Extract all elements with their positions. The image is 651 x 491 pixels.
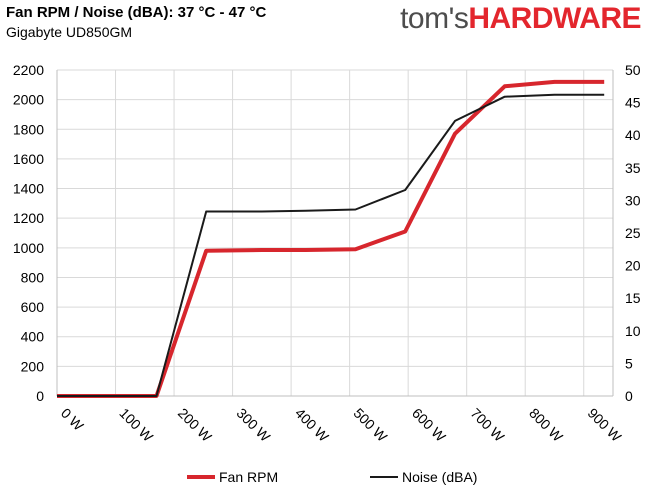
y-right-tick-label: 30 bbox=[625, 192, 641, 208]
y-right-tick-label: 5 bbox=[625, 355, 633, 371]
x-tick-label: 500 W bbox=[351, 405, 391, 445]
y-left-tick-label: 2000 bbox=[13, 92, 44, 108]
y-right-tick-label: 45 bbox=[625, 95, 641, 111]
x-tick-label: 300 W bbox=[233, 405, 273, 445]
legend-label: Noise (dBA) bbox=[402, 469, 477, 485]
x-tick-label: 200 W bbox=[175, 405, 215, 445]
y-right-tick-label: 50 bbox=[625, 62, 641, 78]
x-tick-label: 900 W bbox=[585, 405, 625, 445]
y-left-tick-label: 2200 bbox=[13, 62, 44, 78]
x-tick-label: 700 W bbox=[468, 405, 508, 445]
chart-subtitle: Gigabyte UD850GM bbox=[6, 24, 133, 40]
x-tick-label: 100 W bbox=[116, 405, 156, 445]
y-left-tick-label: 1800 bbox=[13, 121, 44, 137]
y-left-tick-label: 400 bbox=[21, 329, 45, 345]
x-tick-label: 800 W bbox=[526, 405, 566, 445]
noise-line bbox=[57, 93, 605, 397]
y-left-tick-label: 200 bbox=[21, 358, 45, 374]
y-right-tick-label: 35 bbox=[625, 160, 641, 176]
y-left-tick-label: 1200 bbox=[13, 210, 44, 226]
chart-title: Fan RPM / Noise (dBA): 37 °C - 47 °C bbox=[6, 4, 267, 21]
y-left-tick-label: 1400 bbox=[13, 181, 44, 197]
y-right-tick-label: 20 bbox=[625, 258, 641, 274]
x-tick-label: 600 W bbox=[409, 405, 449, 445]
y-left-tick-label: 0 bbox=[36, 388, 44, 404]
y-left-tick-label: 1600 bbox=[13, 151, 44, 167]
y-right-tick-label: 0 bbox=[625, 388, 633, 404]
y-right-tick-label: 40 bbox=[625, 127, 641, 143]
brand-logo-right: HARDWARE bbox=[468, 2, 641, 35]
x-tick-label: 0 W bbox=[58, 405, 87, 434]
y-left-tick-label: 600 bbox=[21, 299, 45, 315]
x-tick-label: 400 W bbox=[292, 405, 332, 445]
y-right-tick-label: 15 bbox=[625, 290, 641, 306]
y-left-tick-label: 1000 bbox=[13, 240, 44, 256]
brand-logo: tom'sHARDWARE bbox=[400, 2, 641, 36]
brand-logo-left: tom's bbox=[400, 2, 469, 35]
y-left-tick-label: 800 bbox=[21, 269, 45, 285]
y-right-tick-label: 10 bbox=[625, 323, 641, 339]
y-right-tick-label: 25 bbox=[625, 225, 641, 241]
legend-label: Fan RPM bbox=[219, 469, 278, 485]
